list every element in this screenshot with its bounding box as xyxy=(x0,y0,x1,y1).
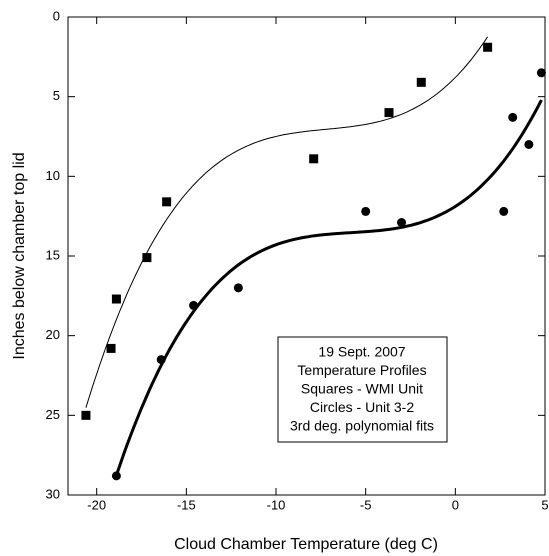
y-tick-label: 10 xyxy=(46,168,60,183)
x-tick-label: -10 xyxy=(267,497,286,512)
x-tick-label: -15 xyxy=(177,497,196,512)
annotation-line: Circles - Unit 3-2 xyxy=(310,399,414,415)
square-point xyxy=(162,197,172,207)
y-tick-label: 20 xyxy=(46,327,60,342)
circle-point xyxy=(156,355,166,365)
circle-point xyxy=(508,112,518,122)
square-point xyxy=(384,108,394,118)
circle-point xyxy=(111,471,121,481)
y-tick-label: 15 xyxy=(46,247,60,262)
circle-point xyxy=(536,68,546,78)
x-axis-label: Cloud Chamber Temperature (deg C) xyxy=(174,536,438,553)
x-tick-label: -20 xyxy=(87,497,106,512)
y-tick-label: 0 xyxy=(53,8,60,23)
circle-point xyxy=(397,218,407,228)
square-point xyxy=(416,77,426,87)
square-point xyxy=(142,253,152,263)
y-tick-label: 5 xyxy=(53,88,60,103)
fit-curve xyxy=(85,36,489,408)
y-axis-label: Inches below chamber top lid xyxy=(11,152,28,359)
x-tick-label: -5 xyxy=(360,497,372,512)
circle-point xyxy=(233,283,243,293)
square-point xyxy=(483,42,493,52)
circle-point xyxy=(499,206,509,216)
square-point xyxy=(309,154,319,164)
annotation-box xyxy=(277,336,448,443)
circle-point xyxy=(524,139,534,149)
x-tick-label: 5 xyxy=(541,497,548,512)
annotation-line: 19 Sept. 2007 xyxy=(318,344,405,360)
square-point xyxy=(106,343,116,353)
square-point xyxy=(111,294,121,304)
x-tick-label: 0 xyxy=(452,497,459,512)
annotation-line: Temperature Profiles xyxy=(297,362,426,378)
y-tick-label: 25 xyxy=(46,407,60,422)
square-point xyxy=(81,410,91,420)
annotation-line: 3rd deg. polynomial fits xyxy=(290,418,434,434)
annotation-line: Squares - WMI Unit xyxy=(301,381,423,397)
y-tick-label: 30 xyxy=(46,486,60,501)
circle-point xyxy=(189,300,199,310)
fit-curve xyxy=(114,99,543,476)
circle-point xyxy=(361,206,371,216)
